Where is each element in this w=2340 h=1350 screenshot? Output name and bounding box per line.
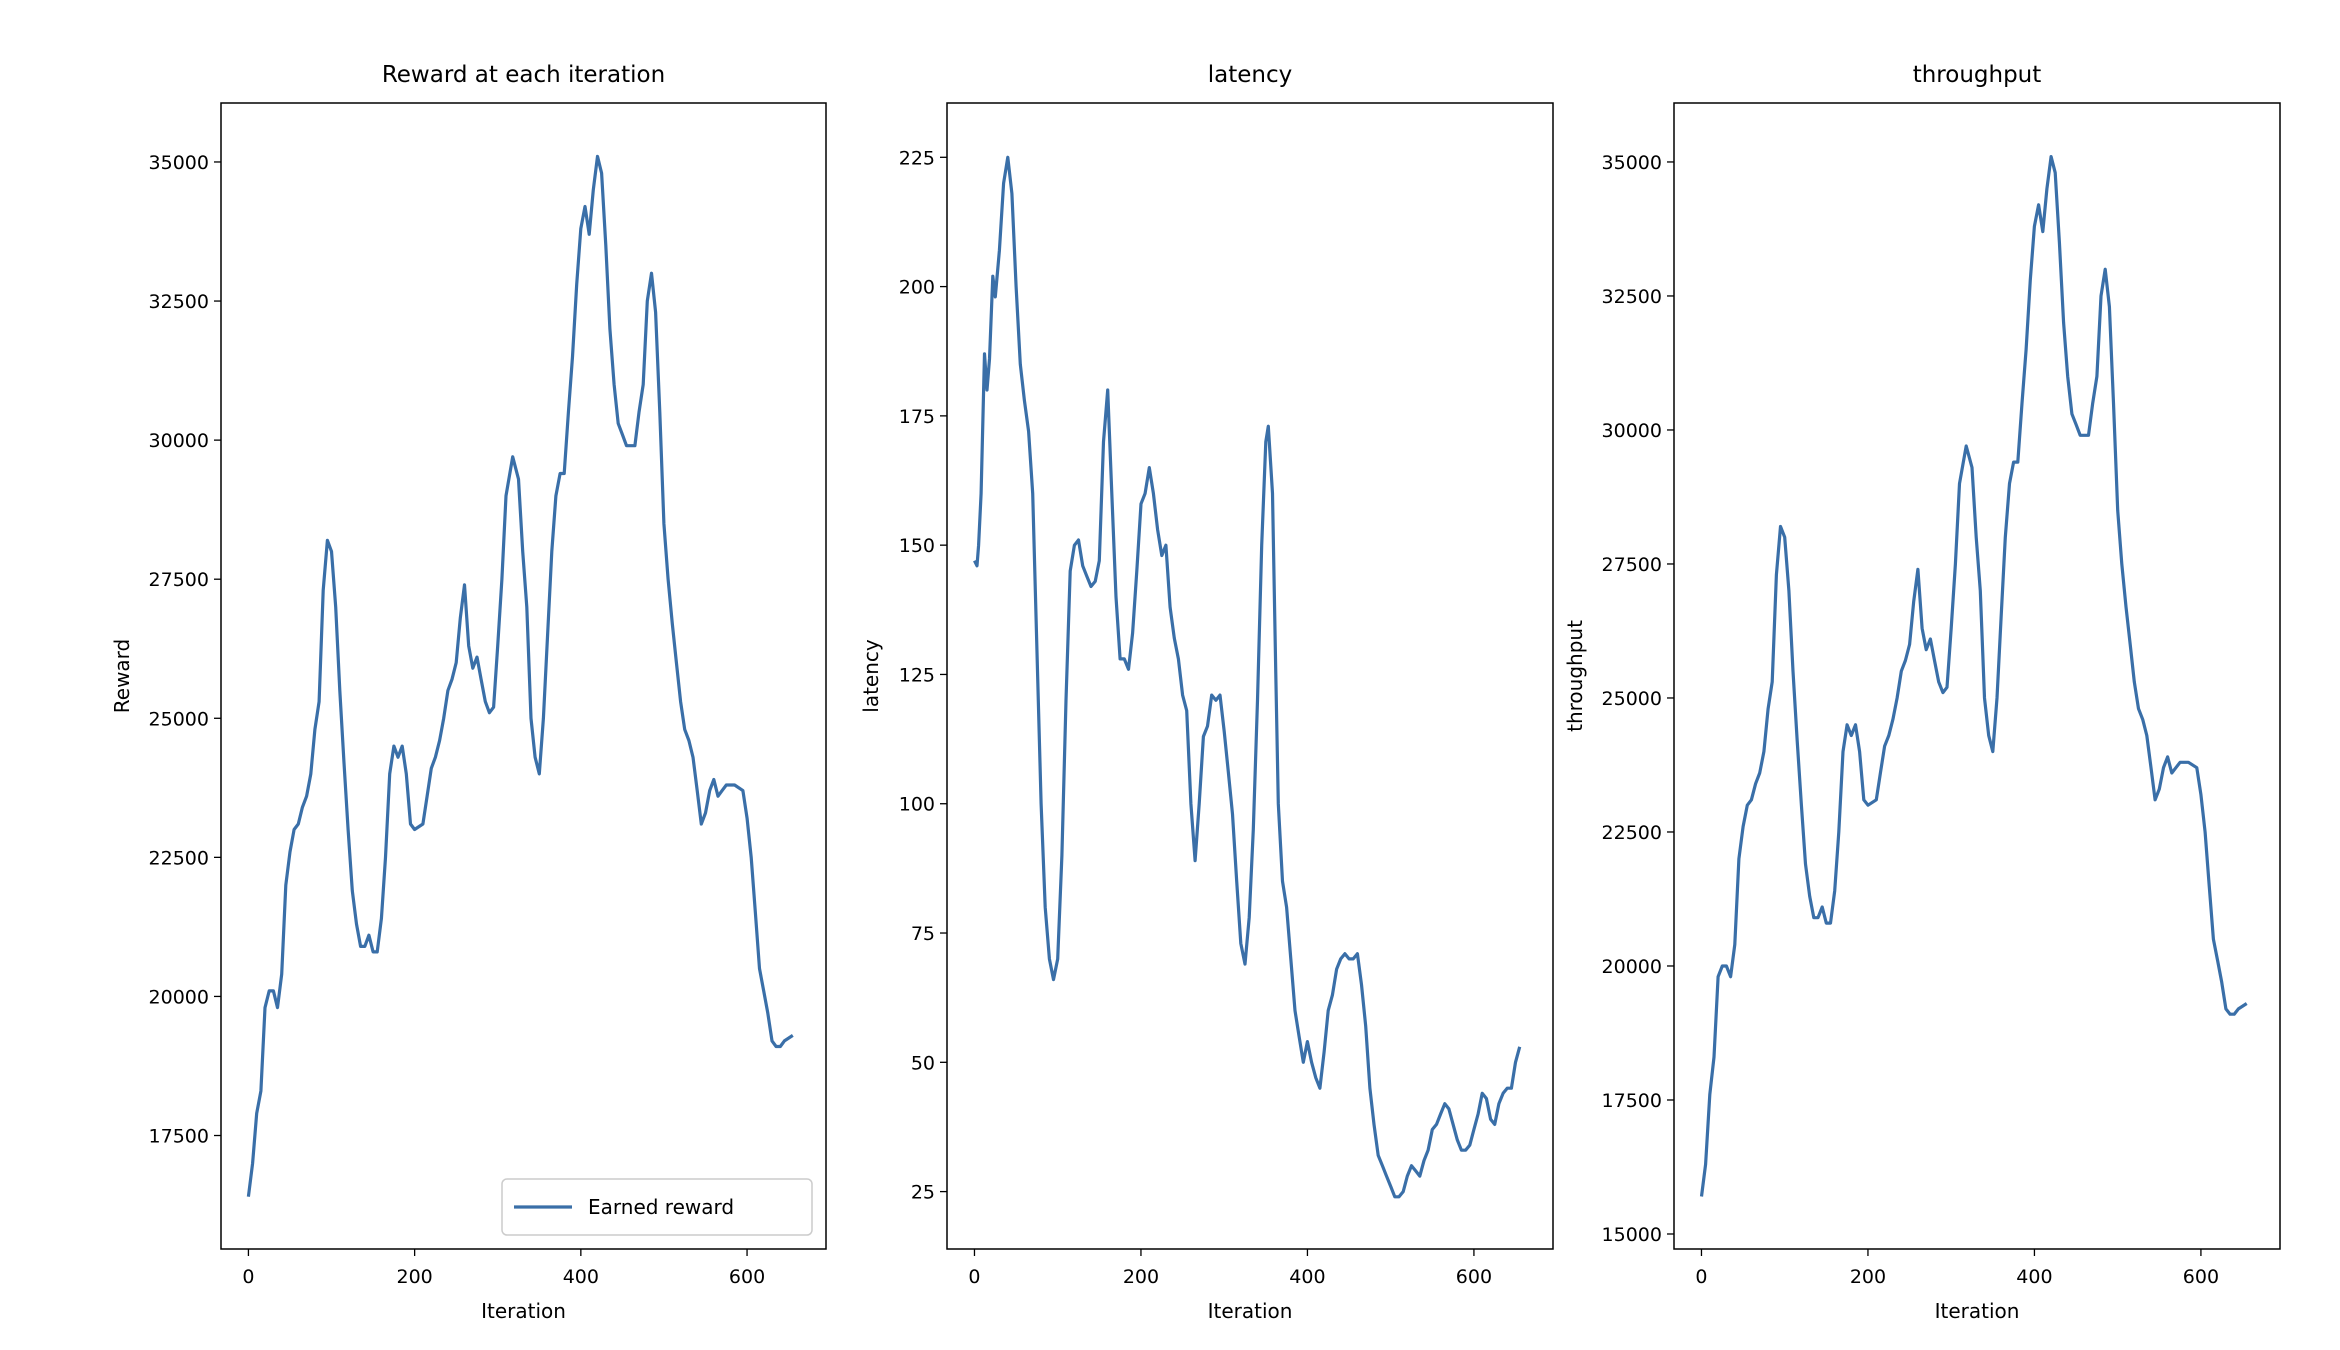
y-tick-label: 75 bbox=[911, 923, 935, 945]
data-line bbox=[973, 155, 1522, 1199]
plot-frame bbox=[1673, 102, 2281, 1250]
y-tick-label: 22500 bbox=[1602, 822, 1662, 844]
x-tick-label: 400 bbox=[2016, 1266, 2052, 1288]
y-tick-label: 225 bbox=[899, 147, 935, 169]
x-tick-label: 0 bbox=[1695, 1266, 1707, 1288]
subplot: latency 0 200 400 600 25 50 75 100 125 150 175 200 22… bbox=[859, 62, 1554, 1323]
x-tick-label: 200 bbox=[1123, 1266, 1159, 1288]
y-tick-label: 22500 bbox=[149, 847, 209, 869]
y-tick-label: 20000 bbox=[1602, 956, 1662, 978]
subplot: Reward at each iteration 0 200 400 600 17500 2… bbox=[110, 62, 827, 1323]
y-tick-label: 100 bbox=[899, 794, 935, 816]
x-tick-label: 200 bbox=[1850, 1266, 1886, 1288]
y-tick-label: 20000 bbox=[149, 986, 209, 1008]
x-tick-label: 400 bbox=[563, 1266, 599, 1288]
y-axis-label: Reward bbox=[110, 639, 134, 713]
subplot: throughput 0 200 400 600 15000 17500 20000 22500… bbox=[1563, 62, 2281, 1323]
y-tick-label: 25 bbox=[911, 1182, 935, 1204]
plot-frame bbox=[946, 102, 1554, 1250]
y-tick-label: 27500 bbox=[1602, 554, 1662, 576]
x-tick-label: 400 bbox=[1289, 1266, 1325, 1288]
data-line bbox=[246, 154, 794, 1197]
y-tick-label: 27500 bbox=[149, 569, 209, 591]
legend: Earned reward bbox=[501, 1178, 813, 1236]
y-tick-label: 125 bbox=[899, 664, 935, 686]
x-tick-label: 0 bbox=[242, 1266, 254, 1288]
y-axis-label: throughput bbox=[1563, 620, 1587, 732]
y-tick-label: 150 bbox=[899, 535, 935, 557]
x-axis-label: Iteration bbox=[1208, 1299, 1293, 1323]
x-axis-label: Iteration bbox=[481, 1299, 566, 1323]
legend-frame bbox=[501, 1178, 813, 1236]
y-tick-label: 30000 bbox=[1602, 420, 1662, 442]
y-tick-label: 25000 bbox=[1602, 688, 1662, 710]
chart-title: Reward at each iteration bbox=[382, 62, 665, 88]
y-axis-label: latency bbox=[859, 639, 883, 713]
y-tick-label: 175 bbox=[899, 406, 935, 428]
y-tick-label: 32500 bbox=[1602, 286, 1662, 308]
x-tick-label: 600 bbox=[729, 1266, 765, 1288]
chart-title: throughput bbox=[1913, 62, 2042, 88]
legend-label: Earned reward bbox=[588, 1195, 734, 1219]
y-tick-label: 30000 bbox=[149, 430, 209, 452]
x-tick-label: 600 bbox=[2183, 1266, 2219, 1288]
x-tick-label: 0 bbox=[968, 1266, 980, 1288]
y-tick-label: 17500 bbox=[1602, 1090, 1662, 1112]
y-tick-label: 25000 bbox=[149, 708, 209, 730]
y-tick-label: 35000 bbox=[149, 152, 209, 174]
y-tick-label: 32500 bbox=[149, 291, 209, 313]
y-tick-label: 200 bbox=[899, 277, 935, 299]
plot-frame bbox=[220, 102, 827, 1250]
y-tick-label: 35000 bbox=[1602, 152, 1662, 174]
y-tick-label: 50 bbox=[911, 1052, 935, 1074]
x-tick-label: 200 bbox=[397, 1266, 433, 1288]
data-line bbox=[1699, 155, 2248, 1197]
x-axis-label: Iteration bbox=[1935, 1299, 2020, 1323]
x-tick-label: 600 bbox=[1456, 1266, 1492, 1288]
y-tick-label: 17500 bbox=[149, 1126, 209, 1148]
y-tick-label: 15000 bbox=[1602, 1224, 1662, 1246]
chart-title: latency bbox=[1208, 62, 1293, 88]
